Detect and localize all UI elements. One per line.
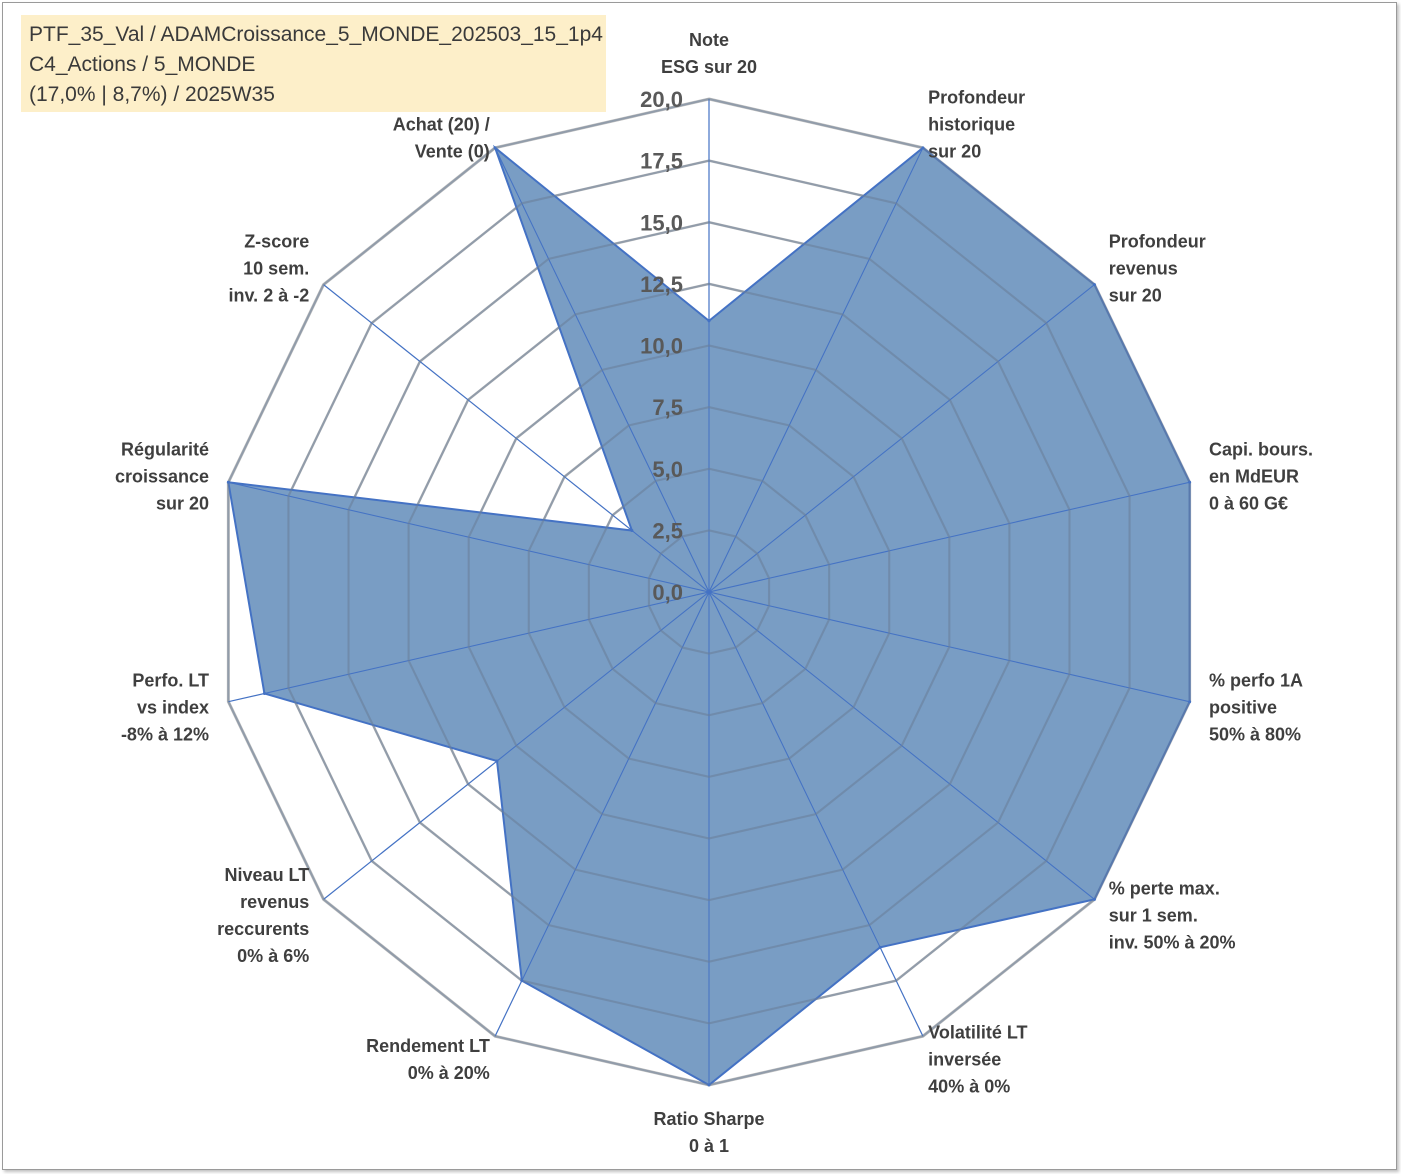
axis-label-line: sur 1 sem. bbox=[1109, 906, 1198, 926]
data-point bbox=[520, 979, 524, 983]
series-spoke bbox=[631, 530, 710, 593]
axis-label-line: 10 sem. bbox=[243, 258, 309, 278]
axis-label-line: Régularité bbox=[121, 440, 209, 460]
data-point bbox=[226, 480, 230, 484]
tick-label: 0,0 bbox=[652, 580, 683, 605]
axis-label-line: Niveau LT bbox=[225, 865, 310, 885]
tick-label: 15,0 bbox=[640, 210, 683, 235]
grid-ring-overlay bbox=[347, 221, 1071, 963]
axis-label: % perfo 1A positive 50% à 80% bbox=[1209, 670, 1303, 744]
axis-label-line: 0 à 1 bbox=[689, 1136, 729, 1156]
axis-label: Volatilité LT inversée 40% à 0% bbox=[928, 1023, 1027, 1097]
axis-label: Note ESG sur 20 bbox=[661, 30, 757, 77]
grid-ring-overlay bbox=[467, 344, 951, 840]
axis-label: Profondeur historique sur 20 bbox=[928, 87, 1025, 161]
radar-series bbox=[226, 97, 1192, 1087]
axis-label-line: % perfo 1A bbox=[1209, 670, 1303, 690]
axis-label-line: 40% à 0% bbox=[928, 1077, 1010, 1097]
axis-label-line: Perfo. LT bbox=[132, 670, 209, 690]
axis-label-line: % perte max. bbox=[1109, 879, 1220, 899]
radar-axis-labels: Note ESG sur 20 Profondeur historique sur 20… bbox=[115, 30, 1313, 1156]
tick-label: 17,5 bbox=[640, 149, 683, 174]
data-point bbox=[630, 529, 634, 533]
data-point bbox=[1092, 283, 1096, 287]
grid-ring-overlay bbox=[287, 159, 1131, 1025]
axis-label: Capi. bours. en MdEUR 0 à 60 G€ bbox=[1209, 440, 1313, 514]
axis-label-line: sur 20 bbox=[156, 494, 209, 514]
axis-label-line: 0 à 60 G€ bbox=[1209, 494, 1288, 514]
axis-label-line: Volatilité LT bbox=[928, 1023, 1027, 1043]
axis-label: Perfo. LT vs index -8% à 12% bbox=[121, 670, 209, 744]
axis-label-line: 50% à 80% bbox=[1209, 724, 1301, 744]
axis-label-line: inv. 50% à 20% bbox=[1109, 933, 1236, 953]
grid-ring-overlay bbox=[407, 282, 1011, 902]
axis-label: Ratio Sharpe 0 à 1 bbox=[653, 1109, 764, 1156]
grid-ring-overlay bbox=[587, 467, 831, 717]
data-point bbox=[707, 319, 711, 323]
data-point bbox=[493, 146, 497, 150]
tick-label: 20,0 bbox=[640, 87, 683, 112]
tick-label: 2,5 bbox=[652, 518, 683, 543]
axis-label: Z-score 10 sem. inv. 2 à -2 bbox=[229, 231, 310, 305]
axis-label: Rendement LT 0% à 20% bbox=[366, 1036, 490, 1083]
tick-label: 12,5 bbox=[640, 272, 683, 297]
axis-label-line: ESG sur 20 bbox=[661, 57, 757, 77]
axis-label-line: sur 20 bbox=[1109, 285, 1162, 305]
axis-label-line: inv. 2 à -2 bbox=[229, 285, 310, 305]
portfolio-stats: (17,0% | 8,7%) / 2025W35 bbox=[29, 83, 275, 106]
axis-label-line: Z-score bbox=[244, 231, 309, 251]
axis-label-line: Capi. bours. bbox=[1209, 440, 1313, 460]
axis-label-line: revenus bbox=[1109, 258, 1178, 278]
axis-label-line: positive bbox=[1209, 697, 1277, 717]
series-spoke bbox=[264, 591, 710, 694]
portfolio-info-box: PTF_35_Val / ADAMCroissance_5_MONDE_2025… bbox=[21, 15, 606, 112]
axis-label-line: inversée bbox=[928, 1050, 1001, 1070]
axis-label-line: historique bbox=[928, 114, 1015, 134]
portfolio-name: PTF_35_Val / ADAMCroissance_5_MONDE_2025… bbox=[29, 23, 603, 46]
axis-label-line: sur 20 bbox=[928, 141, 981, 161]
data-point bbox=[1188, 480, 1192, 484]
data-point bbox=[1092, 897, 1096, 901]
axis-label: Régularité croissance sur 20 bbox=[115, 440, 209, 514]
radar-tick-labels: 0,0 2,5 5,0 7,5 10,0 12,5 15,0 17,5 20,0 bbox=[640, 87, 683, 605]
tick-label: 10,0 bbox=[640, 334, 683, 359]
axis-label-line: Note bbox=[689, 30, 729, 50]
axis-label-line: revenus bbox=[240, 892, 309, 912]
axis-label-line: vs index bbox=[137, 697, 209, 717]
data-point bbox=[707, 1083, 711, 1087]
axis-label-line: Achat (20) / bbox=[393, 114, 490, 134]
axis-label-line: reccurents bbox=[217, 919, 309, 939]
tick-label: 5,0 bbox=[652, 457, 683, 482]
axis-label-line: Profondeur bbox=[928, 87, 1025, 107]
series-spoke bbox=[708, 591, 881, 948]
data-point bbox=[262, 691, 266, 695]
series-spoke bbox=[496, 591, 710, 762]
axis-label: Niveau LT revenus reccurents 0% à 6% bbox=[217, 865, 309, 966]
series-spoke bbox=[521, 591, 710, 981]
axis-label-line: 0% à 20% bbox=[408, 1063, 490, 1083]
axis-label: Profondeur revenus sur 20 bbox=[1109, 231, 1206, 305]
portfolio-category: C4_Actions / 5_MONDE bbox=[29, 53, 256, 76]
tick-label: 7,5 bbox=[652, 395, 683, 420]
data-point bbox=[1188, 700, 1192, 704]
data-point bbox=[921, 146, 925, 150]
axis-label-line: Ratio Sharpe bbox=[653, 1109, 764, 1129]
axis-label-line: en MdEUR bbox=[1209, 467, 1299, 487]
axis-label-line: Rendement LT bbox=[366, 1036, 490, 1056]
axis-label-line: croissance bbox=[115, 467, 209, 487]
axis-label: % perte max. sur 1 sem. inv. 50% à 20% bbox=[1109, 879, 1236, 953]
grid-ring-overlay bbox=[527, 406, 891, 778]
axis-label-line: -8% à 12% bbox=[121, 724, 209, 744]
axis-label-line: 0% à 6% bbox=[237, 946, 309, 966]
grid-ring-overlay bbox=[647, 529, 771, 655]
axis-label-line: Vente (0) bbox=[415, 141, 490, 161]
data-point bbox=[495, 759, 499, 763]
axis-label-line: Profondeur bbox=[1109, 231, 1206, 251]
data-point bbox=[878, 945, 882, 949]
